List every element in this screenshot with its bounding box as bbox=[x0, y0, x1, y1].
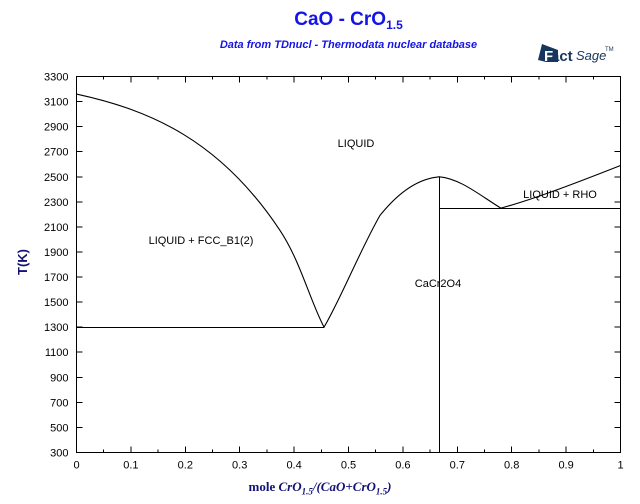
svg-text:LIQUID + RHO: LIQUID + RHO bbox=[523, 189, 597, 201]
svg-text:0.1: 0.1 bbox=[123, 460, 138, 472]
svg-text:2700: 2700 bbox=[44, 147, 68, 159]
svg-text:300: 300 bbox=[50, 448, 68, 460]
svg-text:2900: 2900 bbox=[44, 122, 68, 134]
svg-text:0.3: 0.3 bbox=[232, 460, 247, 472]
svg-text:900: 900 bbox=[50, 372, 68, 384]
svg-text:1100: 1100 bbox=[45, 347, 69, 359]
svg-text:CaCr2O4: CaCr2O4 bbox=[415, 278, 461, 290]
svg-text:1: 1 bbox=[617, 460, 623, 472]
svg-text:1700: 1700 bbox=[44, 272, 68, 284]
svg-text:LIQUID: LIQUID bbox=[338, 138, 375, 150]
svg-text:0.5: 0.5 bbox=[341, 460, 356, 472]
svg-text:2100: 2100 bbox=[44, 222, 68, 234]
svg-text:1900: 1900 bbox=[44, 247, 68, 259]
svg-text:1500: 1500 bbox=[44, 297, 68, 309]
svg-text:0.8: 0.8 bbox=[504, 460, 519, 472]
svg-text:0.6: 0.6 bbox=[395, 460, 410, 472]
svg-text:0.4: 0.4 bbox=[286, 460, 301, 472]
svg-text:0.2: 0.2 bbox=[178, 460, 193, 472]
svg-text:3100: 3100 bbox=[44, 97, 68, 109]
svg-text:LIQUID + FCC_B1(2): LIQUID + FCC_B1(2) bbox=[149, 235, 254, 247]
svg-text:0.9: 0.9 bbox=[558, 460, 573, 472]
svg-text:0: 0 bbox=[73, 460, 79, 472]
svg-text:2300: 2300 bbox=[44, 197, 68, 209]
svg-text:2500: 2500 bbox=[44, 172, 68, 184]
svg-text:3300: 3300 bbox=[44, 72, 68, 84]
svg-text:1300: 1300 bbox=[44, 322, 68, 334]
svg-text:500: 500 bbox=[50, 422, 68, 434]
svg-text:700: 700 bbox=[50, 397, 68, 409]
svg-text:0.7: 0.7 bbox=[450, 460, 465, 472]
